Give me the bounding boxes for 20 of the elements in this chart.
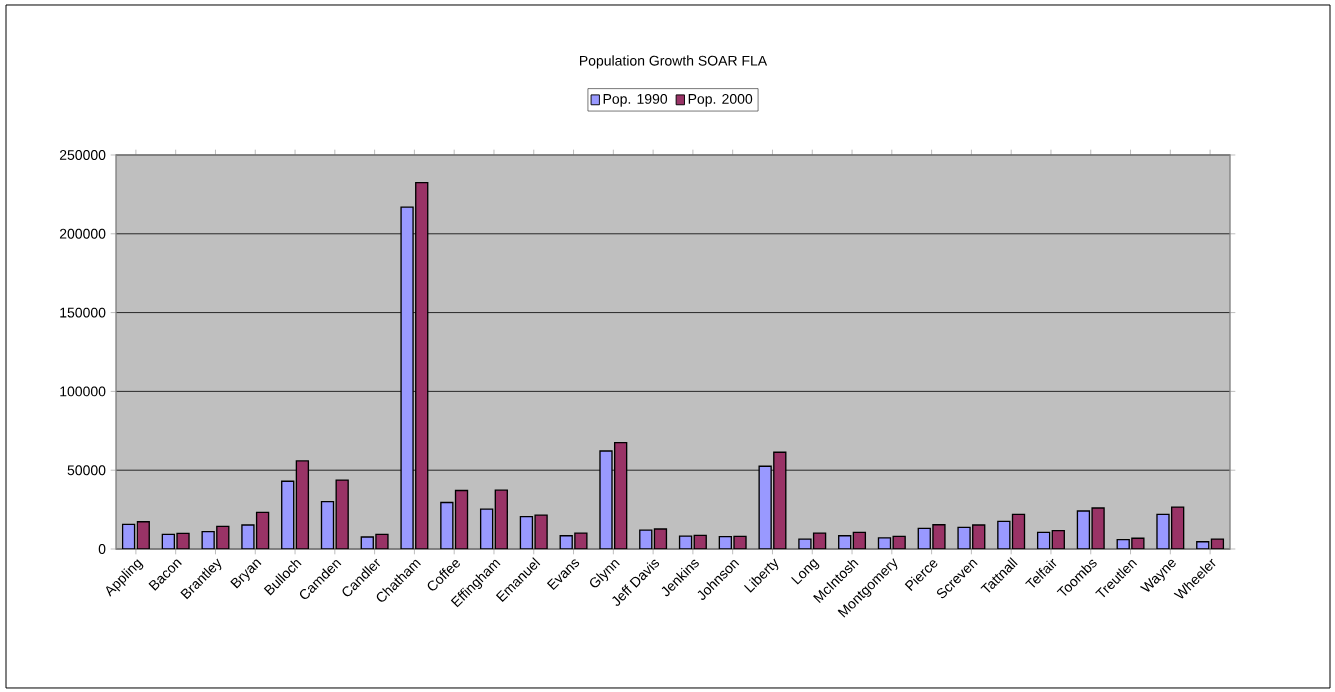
bar [639, 529, 653, 549]
bar [838, 535, 852, 549]
bar [1196, 541, 1210, 549]
bar [479, 508, 494, 549]
y-tick-label: 200000 [59, 228, 106, 239]
y-tick-label: 150000 [60, 307, 106, 318]
bar [121, 523, 136, 549]
bar [1036, 531, 1051, 549]
y-tick-label: 100000 [60, 386, 106, 397]
bar [415, 181, 429, 549]
bar [613, 441, 628, 549]
y-tick-label: 0 [98, 544, 106, 554]
legend-label: Pop. 1990 [603, 93, 668, 107]
legend-label: Pop. 2000 [688, 93, 753, 107]
bar [773, 451, 787, 549]
bar [281, 480, 295, 549]
chart-title: Population Growth SOAR FLA [580, 55, 768, 69]
y-tick-label: 250000 [59, 150, 106, 160]
bar [678, 535, 693, 549]
y-tick-label: 50000 [67, 465, 106, 476]
